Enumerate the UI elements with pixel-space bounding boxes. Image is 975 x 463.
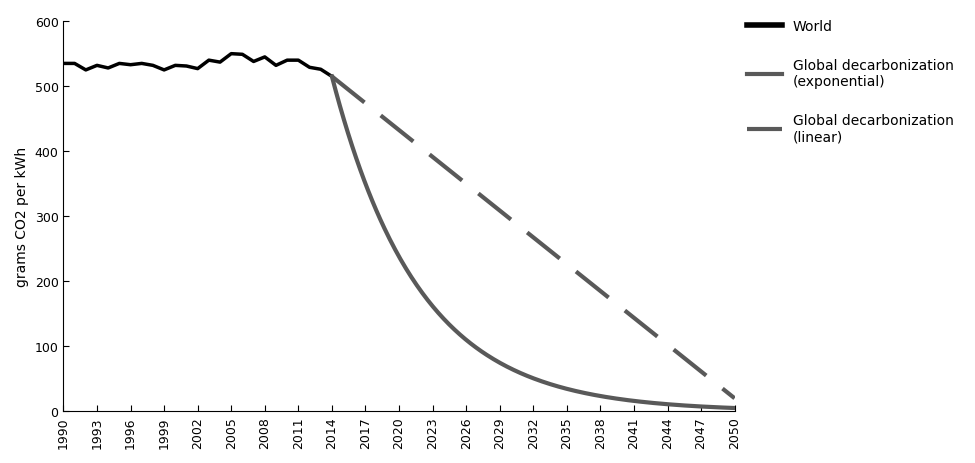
Global decarbonization
(linear) [565, 264, 576, 270]
Global decarbonization
(linear) [666, 345, 678, 350]
Global decarbonization
(exponential) [566, 388, 577, 393]
World [136, 62, 147, 67]
Line: Global decarbonization
(linear): Global decarbonization (linear) [332, 77, 734, 398]
Line: World: World [63, 55, 332, 77]
World [203, 58, 214, 64]
Global decarbonization
(linear) [572, 271, 584, 276]
Global decarbonization
(exponential) [328, 80, 339, 85]
World [170, 63, 181, 69]
Global decarbonization
(exponential) [326, 75, 337, 80]
Global decarbonization
(exponential) [691, 404, 703, 409]
World [225, 52, 237, 57]
World [248, 60, 259, 65]
World [125, 63, 136, 69]
Global decarbonization
(linear) [691, 366, 703, 371]
World [259, 55, 271, 61]
World [113, 62, 125, 67]
Global decarbonization
(linear) [326, 75, 337, 80]
Line: Global decarbonization
(exponential): Global decarbonization (exponential) [332, 77, 734, 408]
World [303, 65, 315, 71]
World [315, 67, 327, 73]
World [180, 64, 192, 69]
Global decarbonization
(linear) [328, 75, 339, 81]
Global decarbonization
(exponential) [565, 387, 576, 393]
World [214, 60, 226, 66]
World [282, 58, 293, 64]
World [147, 63, 159, 69]
World [270, 63, 282, 69]
Global decarbonization
(exponential) [666, 402, 678, 407]
World [91, 63, 102, 69]
Global decarbonization
(exponential) [572, 389, 584, 394]
World [237, 52, 249, 58]
Global decarbonization
(linear) [566, 266, 577, 271]
Legend: World, Global decarbonization
(exponential), Global decarbonization
(linear): World, Global decarbonization (exponenti… [741, 14, 959, 150]
Global decarbonization
(linear) [728, 395, 740, 401]
World [69, 62, 81, 67]
World [292, 58, 304, 64]
World [326, 75, 337, 80]
Global decarbonization
(exponential) [728, 405, 740, 411]
World [102, 66, 114, 72]
World [58, 62, 69, 67]
World [80, 68, 92, 74]
World [192, 67, 204, 72]
World [158, 68, 170, 74]
Y-axis label: grams CO2 per kWh: grams CO2 per kWh [15, 147, 29, 287]
